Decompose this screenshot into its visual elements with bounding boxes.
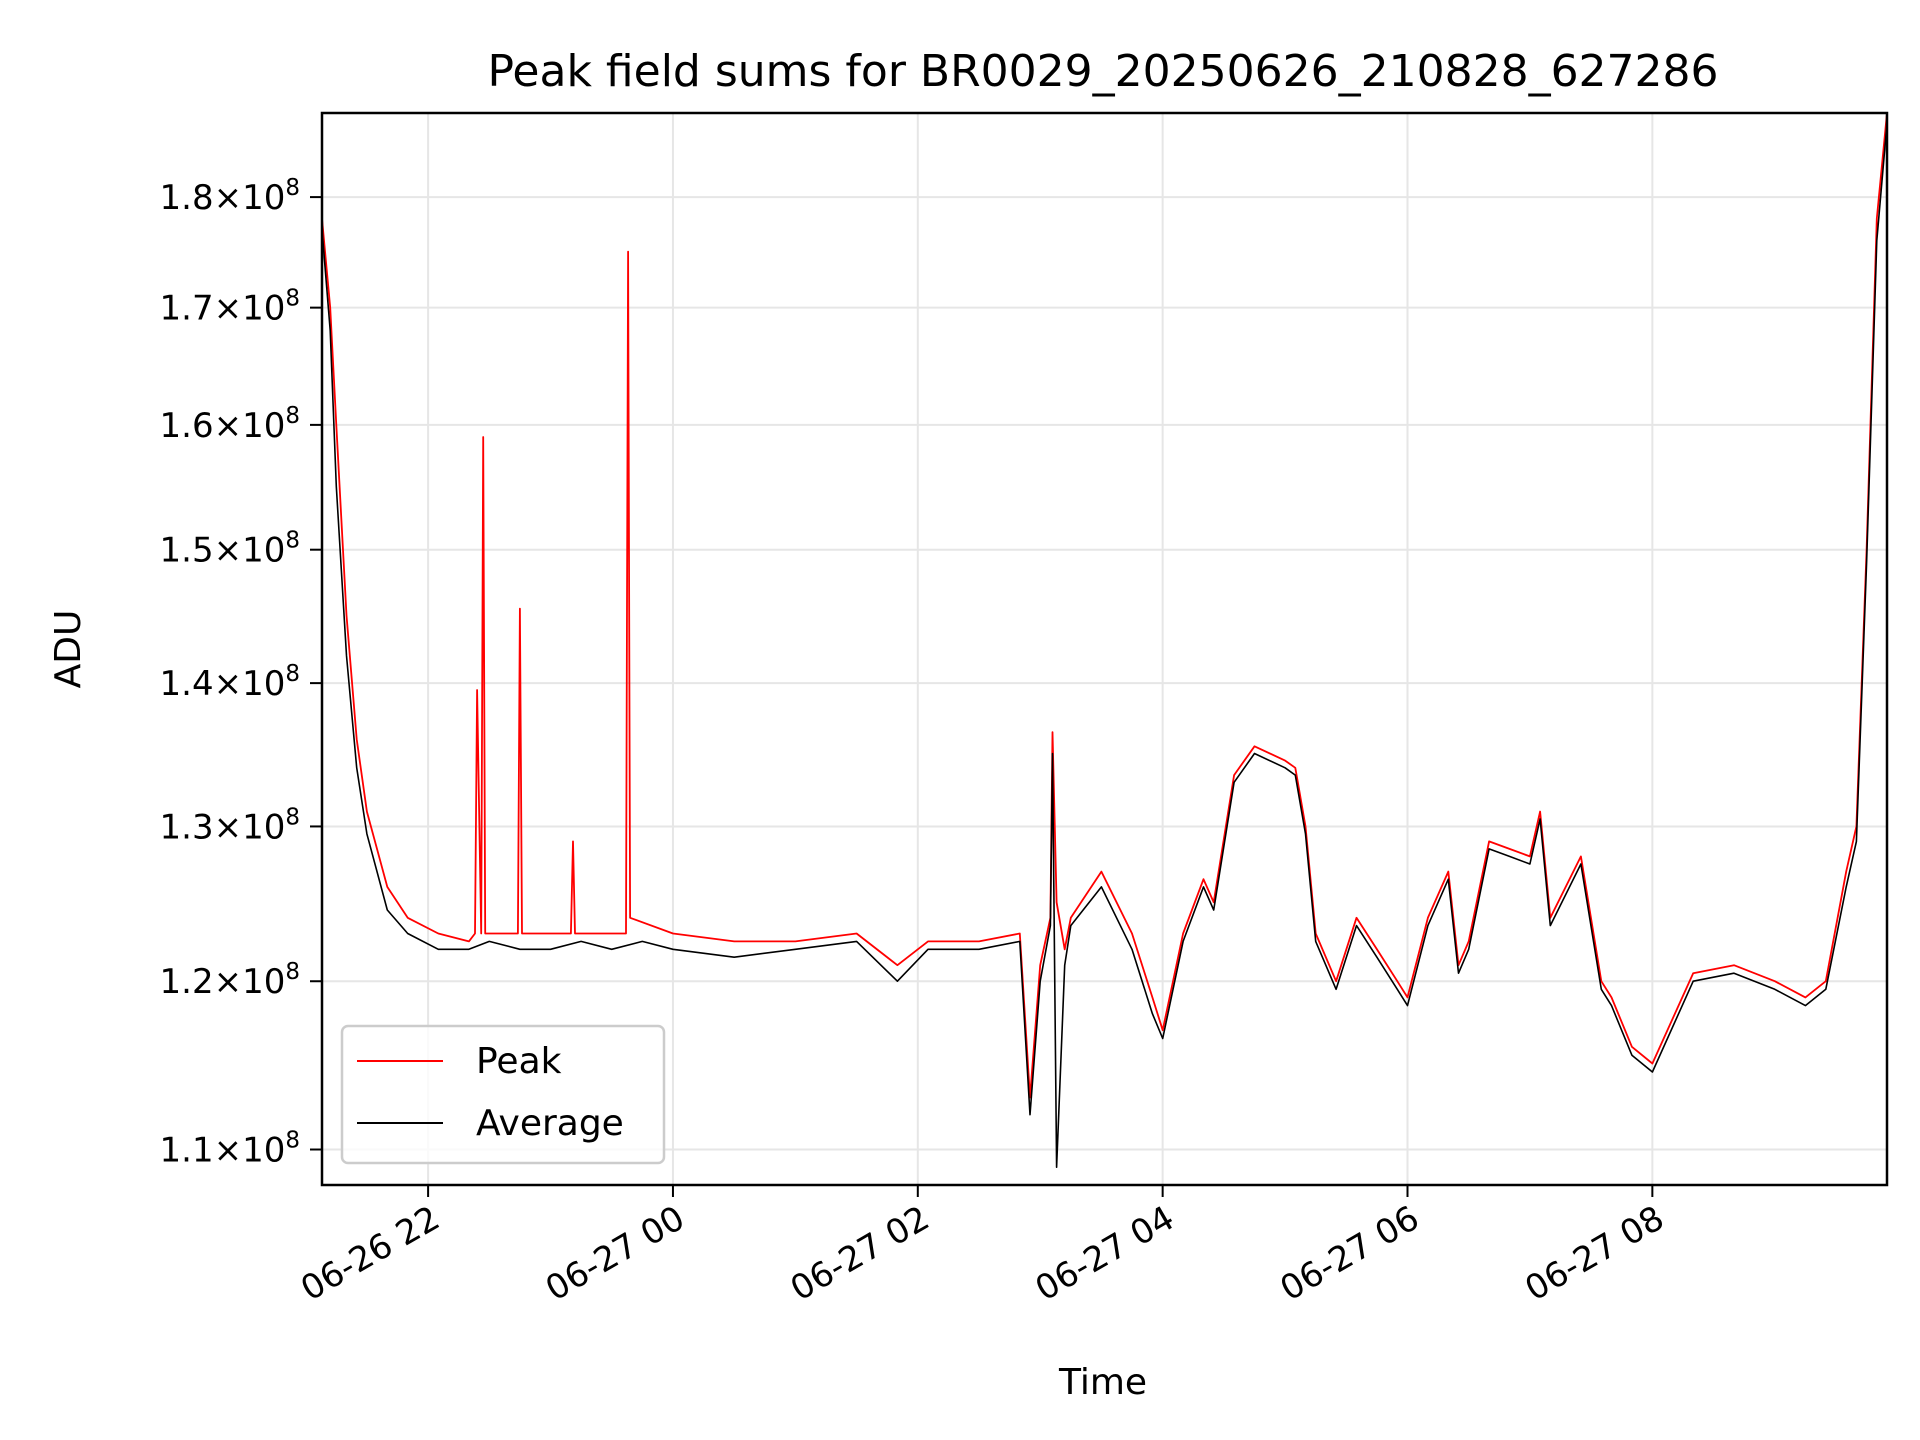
legend-label-peak: Peak: [476, 1041, 562, 1082]
y-tick-label: 1.5×108: [160, 528, 300, 571]
y-tick-label: 1.7×108: [160, 286, 300, 329]
y-axis-label: ADU: [48, 610, 89, 689]
y-tick-label: 1.1×108: [160, 1128, 300, 1171]
y-tick-label: 1.8×108: [160, 175, 300, 218]
series-line-peak: [322, 113, 1887, 1099]
x-axis-label: Time: [1058, 1362, 1147, 1403]
y-tick-label: 1.6×108: [160, 403, 300, 446]
legend: Peak Average: [340, 1024, 666, 1165]
y-tick-label: 1.4×108: [160, 661, 300, 704]
series-line-average: [322, 123, 1887, 1168]
y-tick-label: 1.3×108: [160, 804, 300, 847]
grid: [322, 113, 1887, 1185]
legend-label-average: Average: [476, 1103, 624, 1144]
y-axis-ticks: 1.1×108 1.2×108 1.3×108 1.4×108 1.5×108 1.6×1…: [160, 175, 322, 1171]
plot-series: [322, 113, 1887, 1168]
y-tick-label: 1.2×108: [160, 959, 300, 1002]
chart-title: Peak field sums for BR0029_20250626_2108…: [487, 46, 1718, 97]
plot-frame: [320, 111, 1889, 1187]
